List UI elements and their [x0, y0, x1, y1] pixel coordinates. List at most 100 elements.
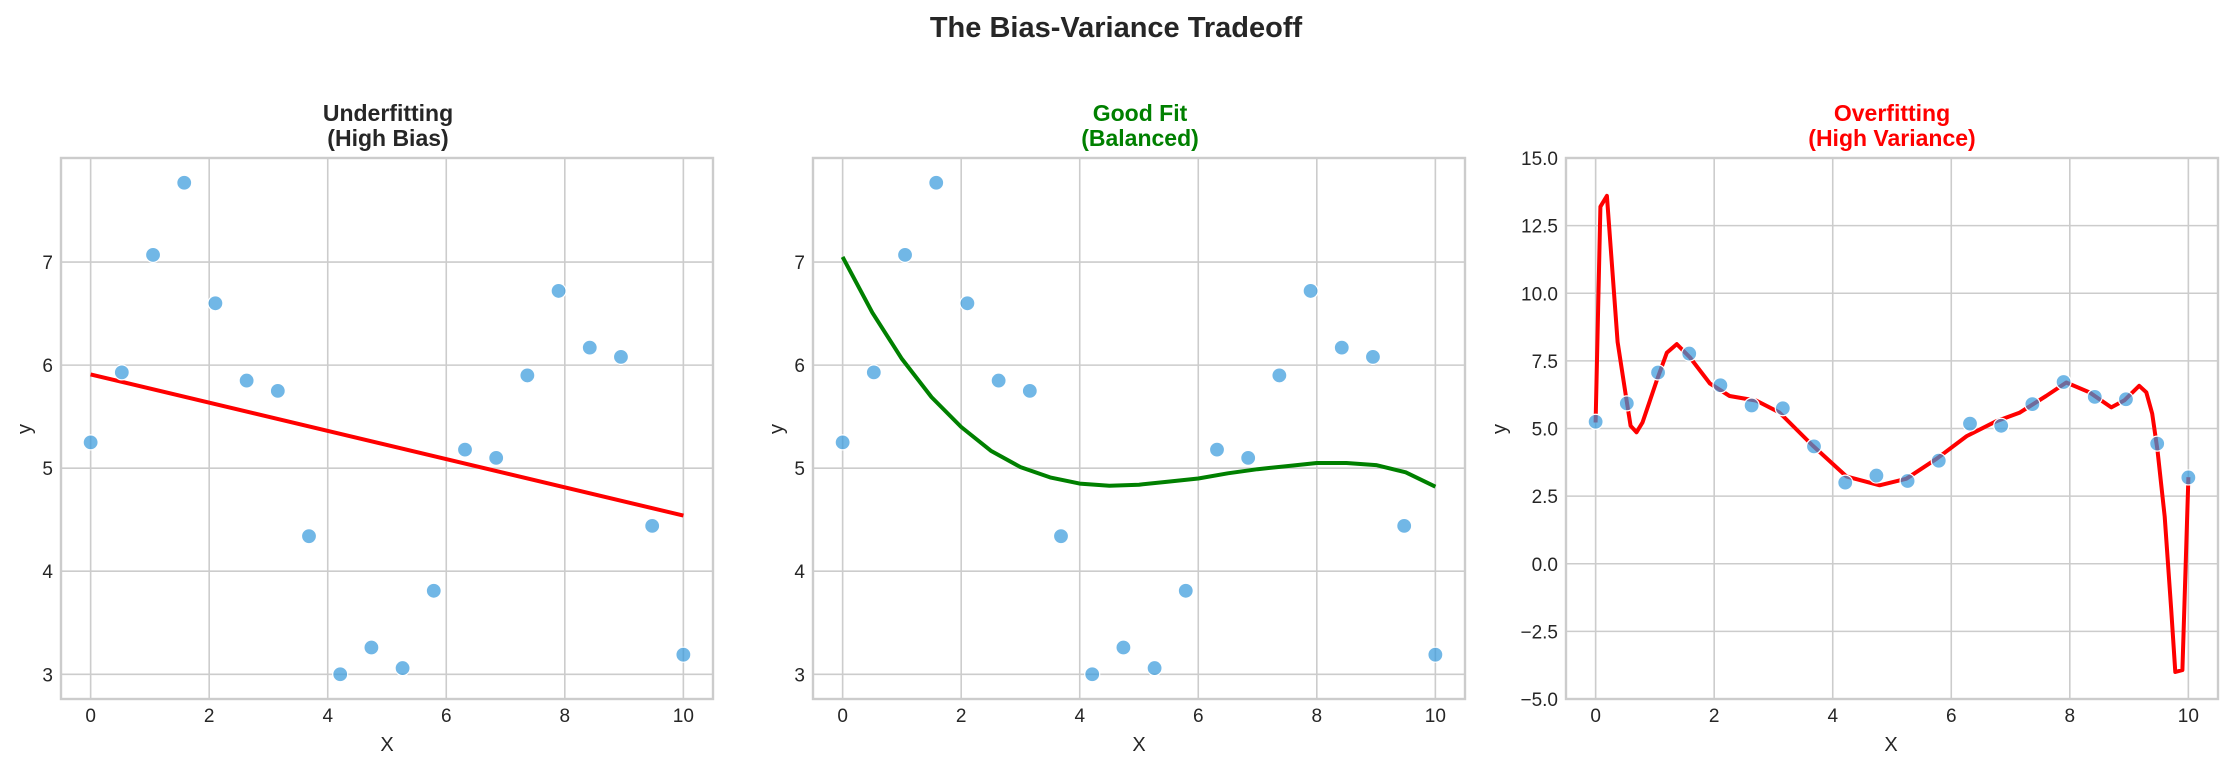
x-tick-label: 10: [673, 706, 694, 727]
x-tick-label: 2: [204, 706, 215, 727]
tick-labels: 0 2 4 6 8 10 3 4 5 6 7: [42, 253, 694, 727]
data-point: [1427, 646, 1444, 663]
scatter-points: [834, 174, 1444, 683]
data-point: [2117, 391, 2135, 408]
y-tick-label: 6: [794, 356, 805, 377]
tick-labels: 0 2 4 6 8 10 −5.0 −2.5 0.0 2.5 5.0 7.5 10.0 12.5 15.0: [1520, 149, 2198, 727]
panel-title-line-2: (High Variance): [1808, 125, 1975, 151]
x-tick-label: 10: [2178, 706, 2199, 727]
axes-spine: [811, 156, 1467, 701]
panel-good-fit: Good Fit (Balanced) 0 2 4 6 8 10 3 4 5 6 7 X y: [766, 100, 1467, 756]
data-point: [1302, 282, 1319, 300]
axes-frame: [811, 156, 1467, 701]
scatter-points: [82, 174, 692, 683]
data-point: [1681, 345, 1698, 362]
data-point: [990, 372, 1007, 389]
data-point: [1364, 348, 1382, 365]
data-point: [1649, 364, 1667, 381]
x-tick-label: 6: [1946, 706, 1957, 727]
panel-title-line-1: Underfitting: [323, 100, 453, 126]
data-point: [394, 659, 411, 677]
x-tick-label: 8: [560, 706, 571, 727]
y-tick-label: 5: [794, 459, 805, 480]
y-tick-label: 15.0: [1521, 149, 1558, 170]
y-axis-label: y: [766, 424, 788, 434]
x-tick-label: 10: [1425, 706, 1446, 727]
figure-suptitle: The Bias-Variance Tradeoff: [930, 12, 1303, 44]
y-tick-label: 12.5: [1521, 217, 1558, 238]
fit-line-path: [1593, 193, 2191, 674]
x-axis-label: X: [380, 734, 393, 756]
data-point: [2180, 469, 2197, 486]
y-axis-label: y: [1489, 424, 1511, 434]
data-point: [238, 372, 255, 389]
y-tick-label: 7: [42, 253, 53, 274]
data-point: [1712, 377, 1729, 394]
data-point: [896, 246, 914, 263]
x-tick-label: 0: [1590, 706, 1601, 727]
tick-labels: 0 2 4 6 8 10 3 4 5 6 7: [794, 253, 1446, 727]
x-tick-label: 4: [1827, 706, 1838, 727]
x-tick-label: 0: [85, 706, 96, 727]
grid-lines: [813, 158, 1465, 699]
fit-line: [90, 372, 684, 518]
data-point: [1021, 382, 1038, 399]
data-point: [1774, 400, 1791, 417]
data-point: [300, 528, 318, 545]
data-point: [928, 174, 945, 191]
axes-frame: [1564, 156, 2220, 701]
x-tick-label: 8: [1312, 706, 1323, 727]
data-point: [1587, 413, 1604, 430]
data-point: [1743, 397, 1760, 414]
x-axis-label: X: [1132, 734, 1145, 756]
data-point: [2055, 373, 2072, 391]
data-point: [363, 639, 380, 656]
data-point: [269, 382, 286, 399]
data-point: [1177, 582, 1194, 599]
x-tick-label: 8: [2065, 706, 2076, 727]
grid-lines: [1566, 157, 2218, 700]
data-point: [519, 367, 536, 384]
data-point: [1961, 415, 1979, 432]
data-point: [425, 582, 442, 599]
y-tick-label: −2.5: [1520, 622, 1558, 643]
data-point: [1146, 659, 1163, 677]
panel-title-line-2: (Balanced): [1081, 125, 1199, 151]
data-point: [1084, 666, 1101, 683]
fit-line-path: [90, 372, 684, 518]
data-point: [176, 174, 193, 191]
data-point: [550, 282, 567, 300]
data-point: [1899, 472, 1916, 490]
data-point: [644, 517, 661, 534]
panel-title-line-1: Overfitting: [1834, 100, 1950, 126]
axes-spine: [59, 156, 715, 701]
y-tick-label: 2.5: [1532, 487, 1558, 508]
y-tick-label: 3: [42, 665, 53, 686]
data-point: [1993, 417, 2010, 434]
x-tick-label: 2: [956, 706, 967, 727]
data-point: [456, 441, 474, 458]
data-point: [488, 449, 505, 466]
x-tick-label: 0: [837, 706, 848, 727]
y-tick-label: 6: [42, 356, 53, 377]
fit-curve: [1593, 193, 2191, 674]
data-point: [834, 434, 851, 451]
data-point: [865, 364, 882, 381]
data-point: [1208, 441, 1226, 458]
grid-lines: [61, 158, 713, 699]
scatter-points: [1587, 345, 2197, 491]
data-point: [675, 646, 692, 663]
data-point: [1333, 339, 1350, 356]
x-axis-label: X: [1884, 734, 1897, 756]
x-tick-label: 2: [1709, 706, 1720, 727]
axes-frame: [59, 156, 715, 701]
panel-title-line-2: (High Bias): [327, 125, 448, 151]
x-tick-label: 6: [1193, 706, 1204, 727]
data-point: [1930, 452, 1947, 469]
y-tick-label: 0.0: [1532, 555, 1558, 576]
y-tick-label: −5.0: [1520, 690, 1558, 711]
data-point: [207, 295, 224, 312]
data-point: [1837, 474, 1854, 491]
